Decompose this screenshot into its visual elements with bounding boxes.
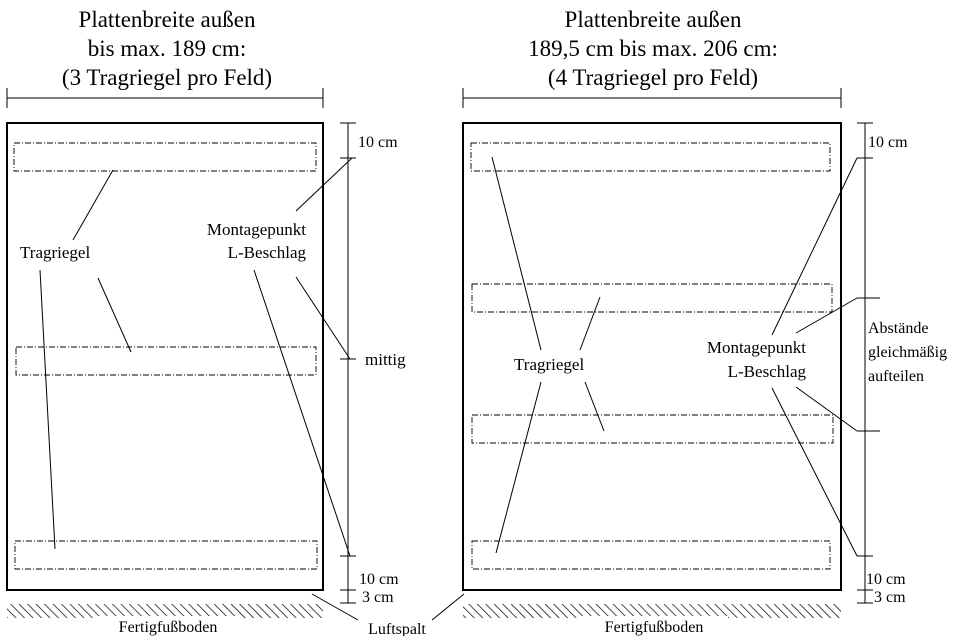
right-dim-note-line-1: Abstände — [868, 320, 928, 337]
left-leader-lines — [39, 157, 353, 557]
right-title-line-1: Plattenbreite außen — [565, 7, 742, 32]
right-tragriegel-2 — [471, 283, 833, 313]
left-dim-mid: mittig — [365, 350, 406, 369]
left-title-line-3: (3 Tragriegel pro Feld) — [62, 65, 272, 90]
right-title-line-2: 189,5 cm bis max. 206 cm: — [528, 36, 778, 61]
left-variant: Plattenbreite außen bis max. 189 cm: (3 … — [6, 7, 406, 636]
luftspalt-callout: Luftspalt — [311, 593, 465, 636]
left-dim-gap: 3 cm — [362, 589, 394, 606]
right-tragriegel-1 — [470, 142, 831, 172]
right-dim-bottom: 10 cm — [866, 571, 906, 588]
left-montage-label-line-2: L-Beschlag — [228, 243, 307, 262]
right-dim-gap: 3 cm — [874, 589, 906, 606]
left-title-line-1: Plattenbreite außen — [79, 7, 256, 32]
right-tragriegel-label: Tragriegel — [514, 355, 584, 374]
right-width-dimension — [462, 88, 842, 108]
right-leader-lines — [491, 156, 858, 557]
left-dim-top: 10 cm — [358, 134, 398, 151]
right-floor-hatch — [463, 604, 841, 618]
left-floor-hatch — [7, 604, 323, 618]
left-tragriegel-middle — [15, 346, 317, 376]
right-floor-label: Fertigfußboden — [605, 619, 704, 636]
left-vertical-dimension — [340, 122, 356, 604]
right-panel — [462, 122, 842, 591]
right-vertical-dimension — [857, 122, 880, 604]
left-montage-label-line-1: Montagepunkt — [207, 220, 306, 239]
left-title-line-2: bis max. 189 cm: — [88, 36, 246, 61]
left-tragriegel-label: Tragriegel — [20, 243, 90, 262]
left-floor-label: Fertigfußboden — [119, 619, 218, 636]
luftspalt-label: Luftspalt — [368, 621, 426, 636]
right-title-line-3: (4 Tragriegel pro Feld) — [548, 65, 758, 90]
right-montage-label-line-2: L-Beschlag — [728, 362, 807, 381]
right-dim-note-line-3: aufteilen — [868, 368, 924, 385]
right-dim-top: 10 cm — [868, 134, 908, 151]
right-tragriegel-3 — [471, 414, 834, 444]
left-tragriegel-bottom — [14, 540, 318, 570]
left-width-dimension — [6, 88, 324, 108]
left-tragriegel-top — [13, 142, 317, 172]
left-panel — [6, 122, 324, 591]
right-variant: Plattenbreite außen 189,5 cm bis max. 20… — [462, 7, 947, 636]
right-montage-label-line-1: Montagepunkt — [707, 338, 806, 357]
left-dim-bottom: 10 cm — [359, 571, 399, 588]
right-tragriegel-4 — [471, 540, 831, 570]
right-dim-note-line-2: gleichmäßig — [868, 344, 947, 361]
